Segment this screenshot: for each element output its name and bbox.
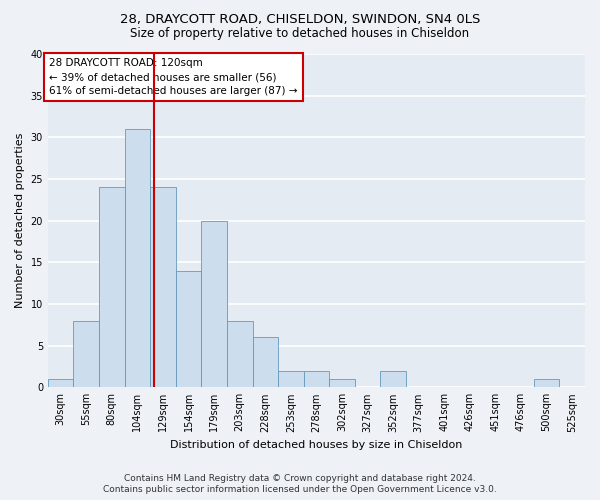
Text: Contains HM Land Registry data © Crown copyright and database right 2024.
Contai: Contains HM Land Registry data © Crown c… <box>103 474 497 494</box>
Bar <box>176 270 202 388</box>
Bar <box>534 379 559 388</box>
X-axis label: Distribution of detached houses by size in Chiseldon: Distribution of detached houses by size … <box>170 440 463 450</box>
Bar <box>150 188 176 388</box>
Bar <box>125 129 150 388</box>
Bar <box>278 370 304 388</box>
Bar <box>304 370 329 388</box>
Bar <box>48 379 73 388</box>
Text: 28, DRAYCOTT ROAD, CHISELDON, SWINDON, SN4 0LS: 28, DRAYCOTT ROAD, CHISELDON, SWINDON, S… <box>120 12 480 26</box>
Y-axis label: Number of detached properties: Number of detached properties <box>15 133 25 308</box>
Text: Size of property relative to detached houses in Chiseldon: Size of property relative to detached ho… <box>130 28 470 40</box>
Text: 28 DRAYCOTT ROAD: 120sqm
← 39% of detached houses are smaller (56)
61% of semi-d: 28 DRAYCOTT ROAD: 120sqm ← 39% of detach… <box>49 58 298 96</box>
Bar <box>253 338 278 388</box>
Bar <box>227 320 253 388</box>
Bar <box>99 188 125 388</box>
Bar <box>202 220 227 388</box>
Bar <box>329 379 355 388</box>
Bar <box>73 320 99 388</box>
Bar <box>380 370 406 388</box>
